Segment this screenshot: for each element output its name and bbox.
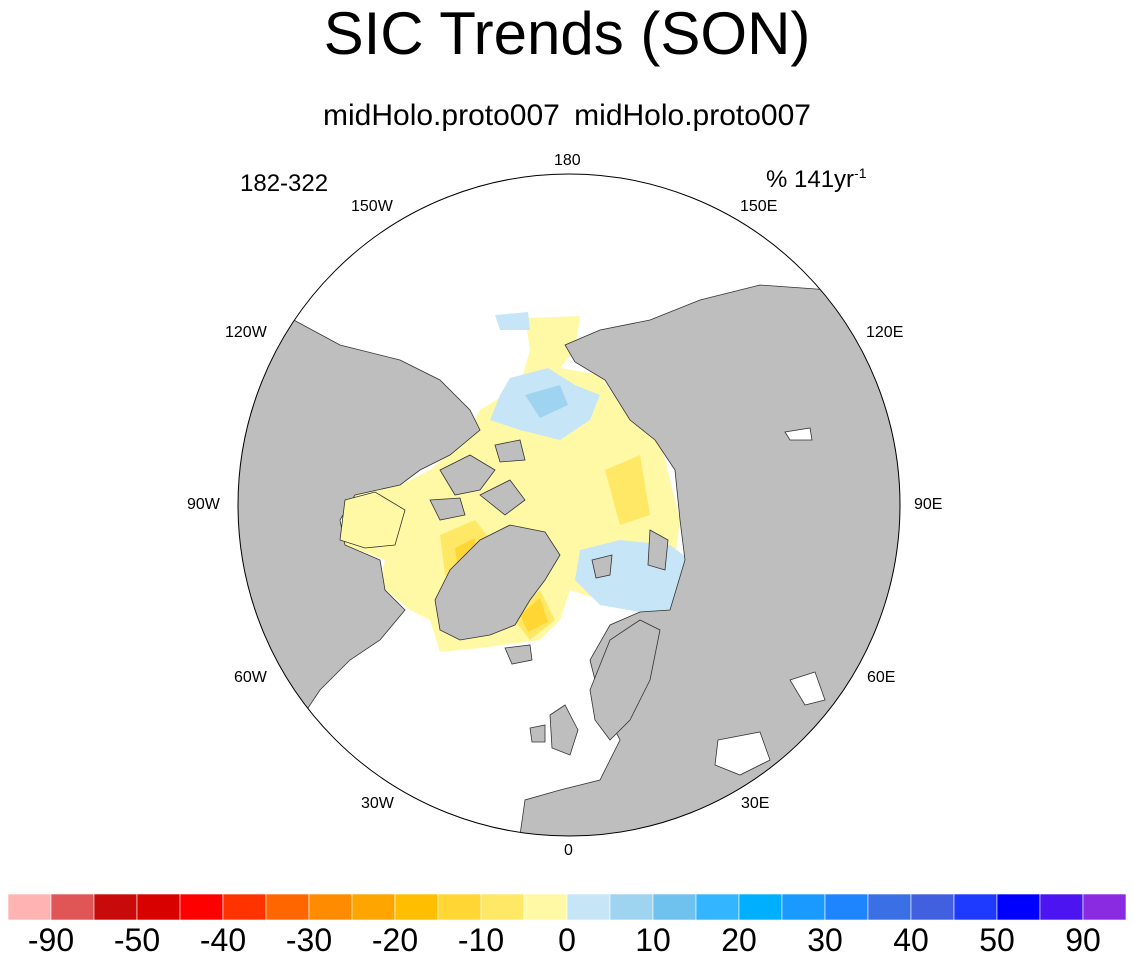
sea-ice-trend-negative [490,312,690,612]
lon-label-180: 180 [554,152,581,169]
lon-label-60e: 60E [867,669,896,686]
colorbar-swatch [222,894,267,921]
colorbar-swatch [781,894,826,921]
colorbar-swatch [996,894,1041,921]
colorbar-swatch [179,894,224,921]
sea-ice-trend-strong [455,538,548,632]
land-british-isles [529,704,579,756]
colorbar-swatch [351,894,396,921]
colorbar-swatch [437,894,482,921]
sea-ice-trend-negative-strong [525,385,568,418]
colorbar-swatch [265,894,310,921]
colorbar-swatch [609,894,654,921]
colorbar-swatch [50,894,95,921]
colorbar-tick-label: 90 [1065,922,1101,958]
colorbar-swatch [738,894,783,921]
colorbar-tick-label: -40 [199,922,247,958]
colorbar-swatch [308,894,353,921]
colorbar-swatch [523,894,568,921]
lon-label-90w: 90W [187,496,220,513]
colorbar-swatch [480,894,525,921]
caspian-sea [789,671,826,706]
land-arctic-archipelago [429,439,526,521]
colorbar-tick-label: 30 [807,922,843,958]
period-label: 182-322 [240,170,329,197]
colorbar-tick-label: 20 [721,922,757,958]
colorbar-tick-label: 40 [893,922,929,958]
colorbar-swatch [953,894,998,921]
map-disk [238,174,900,836]
colorbar-tick-label: -10 [457,922,505,958]
units-label: % 141yr-1 [766,165,867,194]
colorbar-tick-label: -20 [371,922,419,958]
colorbar-tick-label: -50 [113,922,161,958]
plot-subtitle: midHolo.proto007 midHolo.proto007 [0,96,1134,136]
land-novaya-zemlya [647,529,669,571]
black-sea [714,731,771,776]
lake-baikal [784,427,813,441]
lon-label-120w: 120W [225,324,267,341]
polar-stereographic-map [237,173,901,837]
units-exponent: -1 [854,165,867,181]
colorbar-swatch [652,894,697,921]
colorbar-swatch [8,894,52,921]
map-boundary [237,173,901,837]
colorbar-tick-label: 50 [979,922,1015,958]
lon-label-150e: 150E [740,198,778,215]
colorbar-swatch [867,894,912,921]
land-north-america [238,317,481,721]
lon-label-120e: 120E [866,324,904,341]
colorbar [8,894,1126,921]
plot-title: SIC Trends (SON) [323,0,811,67]
units-text: % 141yr [766,166,855,193]
colorbar-swatch [93,894,138,921]
subtitle-right: midHolo.proto007 [574,99,811,132]
colorbar-swatch [824,894,869,921]
land-svalbard [591,554,613,579]
land-greenland [434,524,561,641]
hudson-bay [339,491,406,549]
lon-label-150w: 150W [351,198,393,215]
lon-label-30e: 30E [741,795,770,812]
colorbar-tick-label: 10 [635,922,671,958]
subtitle-left: midHolo.proto007 [323,99,560,132]
colorbar-swatch [566,894,611,921]
lon-label-60w: 60W [234,669,267,686]
colorbar-tick-label: -30 [285,922,333,958]
lon-label-0: 0 [564,842,573,859]
lon-label-90e: 90E [914,496,943,513]
land-scandinavia [589,619,661,741]
colorbar-swatch [1082,894,1126,921]
colorbar-swatch [394,894,439,921]
land-iceland [504,644,533,665]
lon-label-30w: 30W [361,795,394,812]
colorbar-swatch [695,894,740,921]
colorbar-swatch [910,894,955,921]
colorbar-tick-label: -90 [27,922,75,958]
colorbar-swatch [1039,894,1084,921]
colorbar-tick-label: 0 [558,922,576,958]
colorbar-swatch [136,894,181,921]
